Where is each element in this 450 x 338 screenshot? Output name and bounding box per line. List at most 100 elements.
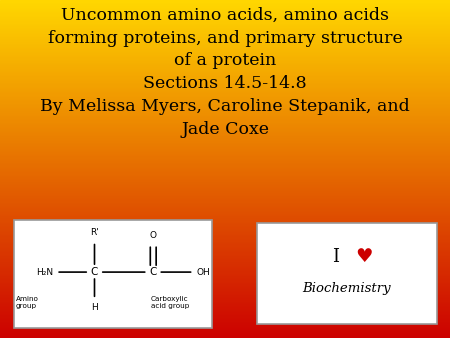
Bar [0, 43, 450, 44]
Bar [0, 56, 450, 57]
Bar [0, 285, 450, 286]
Text: H₂N: H₂N [36, 268, 53, 276]
Bar [0, 198, 450, 199]
Bar [0, 252, 450, 254]
Bar [0, 322, 450, 323]
Bar [0, 108, 450, 109]
Bar [0, 209, 450, 210]
Bar [0, 78, 450, 79]
Bar [0, 327, 450, 328]
Bar [0, 257, 450, 258]
Bar [0, 256, 450, 257]
Bar [0, 179, 450, 180]
Bar [0, 168, 450, 169]
Bar [0, 195, 450, 196]
Bar [0, 114, 450, 115]
Bar [0, 92, 450, 94]
Bar [0, 124, 450, 125]
Bar [0, 35, 450, 36]
Bar [0, 200, 450, 202]
Bar [0, 225, 450, 226]
Bar [0, 25, 450, 26]
Bar [0, 255, 450, 256]
Bar [0, 184, 450, 185]
Bar [0, 118, 450, 119]
Bar [0, 102, 450, 104]
Bar [0, 40, 450, 41]
Bar [0, 75, 450, 77]
Bar [0, 54, 450, 55]
Bar [0, 96, 450, 97]
Bar [0, 211, 450, 212]
Bar [0, 129, 450, 131]
Bar [0, 27, 450, 28]
Bar [0, 167, 450, 168]
Bar [0, 84, 450, 86]
Bar [0, 80, 450, 81]
Bar [0, 317, 450, 318]
Bar [0, 21, 450, 23]
Bar [0, 143, 450, 144]
Bar [0, 87, 450, 88]
Bar [0, 20, 450, 21]
Bar [0, 46, 450, 47]
Bar [0, 70, 450, 71]
Bar [0, 138, 450, 139]
Bar [0, 263, 450, 264]
Bar [0, 183, 450, 184]
Bar [0, 243, 450, 244]
Bar [0, 251, 450, 252]
Bar [0, 266, 450, 267]
Bar [0, 127, 450, 128]
Bar [0, 267, 450, 268]
Bar [0, 82, 450, 83]
Bar [0, 305, 450, 307]
Bar [0, 71, 450, 72]
Bar [0, 274, 450, 275]
Bar [0, 41, 450, 42]
Bar [0, 244, 450, 246]
Bar [0, 330, 450, 331]
Bar [0, 170, 450, 171]
Bar [0, 158, 450, 159]
Bar [0, 107, 450, 108]
Bar [0, 141, 450, 142]
Bar [0, 288, 450, 290]
Bar [0, 26, 450, 27]
Bar [0, 296, 450, 297]
Bar [0, 10, 450, 11]
Bar [0, 323, 450, 324]
Bar [0, 313, 450, 314]
Bar [0, 91, 450, 92]
Bar [0, 4, 450, 6]
Bar [0, 328, 450, 329]
Bar [0, 125, 450, 126]
Bar [0, 199, 450, 200]
Bar [0, 9, 450, 10]
Bar [0, 315, 450, 317]
Bar [0, 271, 450, 273]
Text: I: I [332, 248, 339, 266]
Bar [0, 89, 450, 90]
Bar [0, 100, 450, 101]
Bar [0, 55, 450, 56]
Bar [0, 18, 450, 19]
Bar [0, 265, 450, 266]
Bar [0, 182, 450, 183]
Bar [0, 287, 450, 288]
Bar [0, 210, 450, 211]
Bar [0, 117, 450, 118]
Bar [0, 86, 450, 87]
Bar [0, 298, 450, 300]
Bar [0, 88, 450, 89]
Bar [0, 240, 450, 241]
Bar [0, 131, 450, 132]
Bar [0, 180, 450, 182]
Bar [0, 99, 450, 100]
Bar [0, 273, 450, 274]
Bar [0, 250, 450, 251]
Bar [0, 136, 450, 138]
Bar [0, 310, 450, 311]
Bar [0, 202, 450, 203]
Bar [0, 219, 450, 220]
